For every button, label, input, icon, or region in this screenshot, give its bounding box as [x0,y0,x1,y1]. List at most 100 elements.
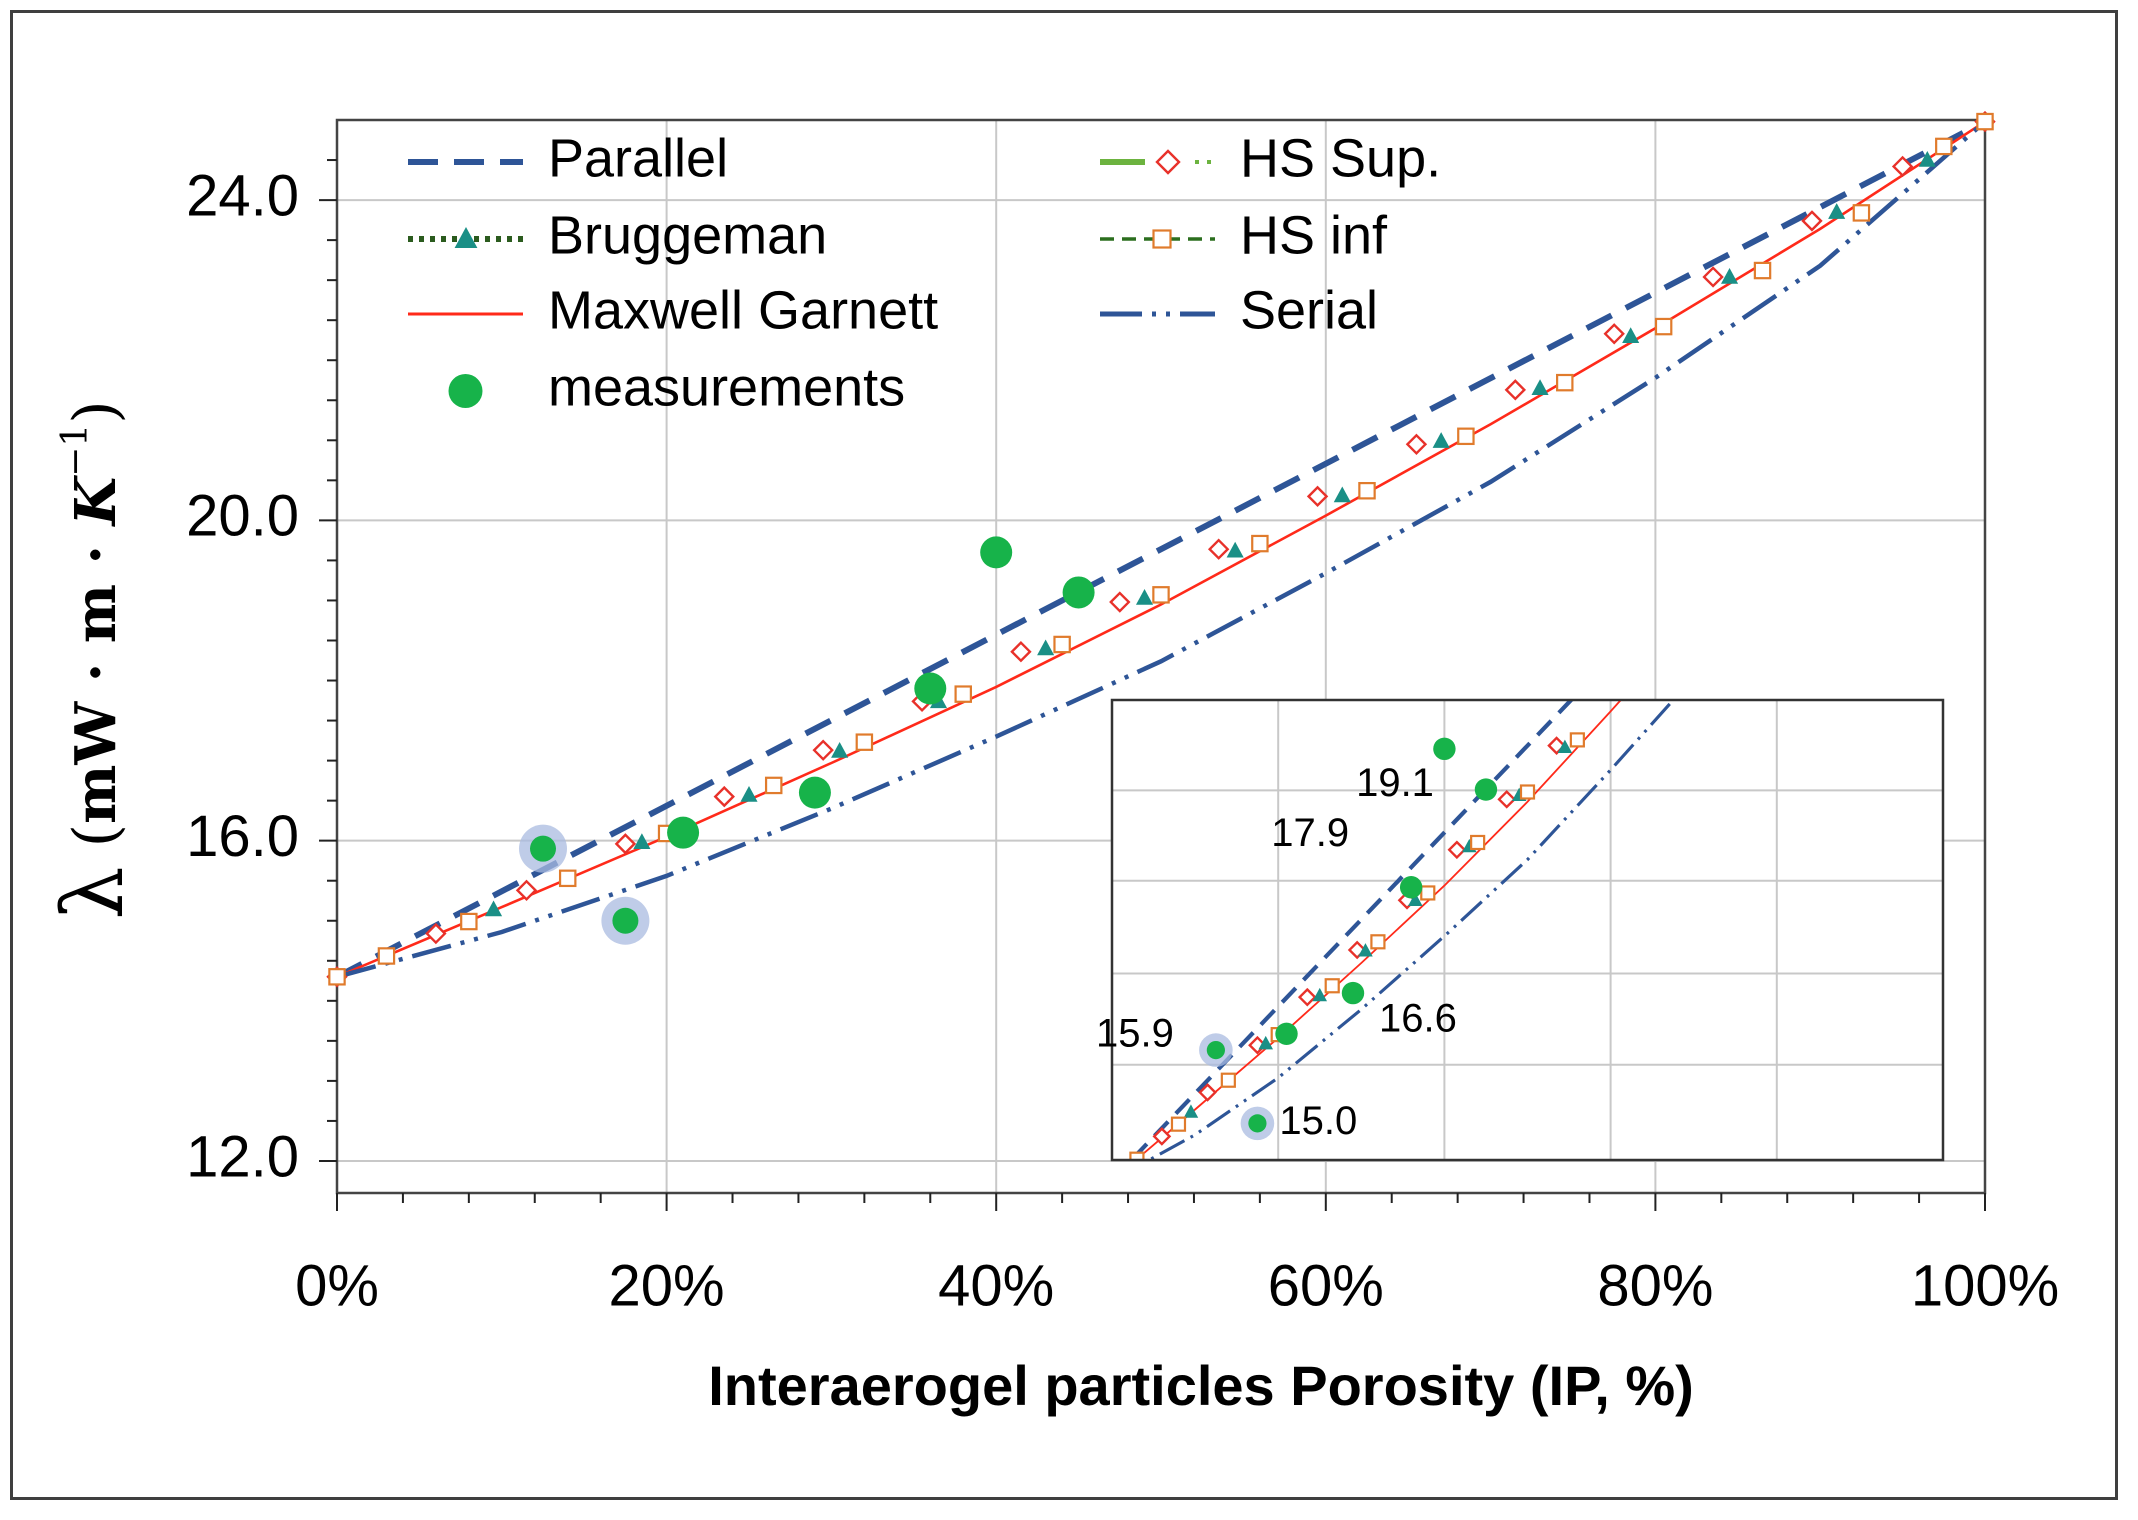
legend: Parallel HS Sup. Bruggeman HS inf Maxwell Ga… [408,128,1441,417]
bruggeman-marker [1557,739,1573,753]
hs-sup-marker [1306,485,1329,508]
maxwell-garnett-line [336,120,1986,978]
hs-inf-marker [1358,481,1376,500]
legend-label: Bruggeman [548,205,827,265]
hs-sup-marker [614,833,637,855]
hs-sup-marker [425,922,447,945]
hs-sup-marker [1010,640,1032,663]
measurement-point [1275,1022,1298,1046]
inset-value-label: 16.6 [1379,997,1457,1041]
y-axis-title: λ (mW · m · K−1) [44,400,142,919]
bruggeman-marker [1333,486,1351,503]
parallel-line [335,118,1987,980]
figure-frame [10,10,2118,1500]
bruggeman-marker [1258,1035,1274,1050]
hs-inf-marker [1370,934,1386,950]
plot-border [335,118,1987,1195]
hs-inf-marker [1753,261,1772,280]
bruggeman-marker [454,227,478,248]
measurement-point [914,672,947,705]
legend-label: HS Sup. [1240,128,1441,188]
hs-sup-marker [1297,987,1317,1007]
bruggeman-marker [1358,943,1373,957]
x-axis-title: Interaerogel particles Porosity (IP, %) [708,1354,1694,1417]
y-axis-title-part: ) [61,400,131,423]
legend-label: Parallel [548,128,728,188]
hs-inf-marker [1976,112,1994,131]
hs-sup-marker [713,785,735,808]
y-axis-title-part: K [63,475,129,528]
hs-inf-marker [1569,732,1585,748]
hs-sup-marker [1155,149,1181,175]
measurement-point [1399,876,1423,899]
hs-inf-marker [855,733,874,751]
x-tick-label: 80% [1597,1253,1713,1318]
hs-inf-marker [1152,586,1170,604]
measurement-point [980,536,1013,569]
hs-sup-marker [1109,591,1131,613]
hs-sup-marker [1152,1127,1172,1146]
legend-label: Serial [1240,280,1378,340]
bruggeman-marker [1037,639,1055,656]
inset-series [1128,700,1676,1160]
hs-inf-marker [1556,373,1574,392]
y-tick-label: 12.0 [186,1124,299,1189]
bruggeman-marker [1531,379,1549,395]
measurement-point [1341,981,1365,1005]
measurement-point [530,835,556,862]
hs-inf-marker [1457,427,1475,446]
measurement-point [798,776,831,809]
hs-sup-marker [1447,840,1467,860]
hs-sup-marker [515,879,538,902]
bruggeman-marker [831,741,849,758]
y-axis-title-part: ( [61,824,131,866]
legend-label: Maxwell Garnett [548,280,938,340]
legend-label: HS inf [1240,205,1388,265]
hs-sup-marker [1347,940,1367,960]
measurement-point [1248,1114,1267,1133]
hs-sup-marker [1207,538,1230,560]
x-tick-label: 60% [1268,1253,1384,1318]
inset-value-label: 17.9 [1271,811,1349,855]
hs-sup-marker [1497,789,1517,809]
hs-inf-marker [1324,978,1340,994]
hs-inf-marker [377,947,396,965]
x-tick-label: 20% [609,1253,725,1318]
bruggeman-marker [1226,541,1244,558]
hs-sup-marker [1405,433,1428,455]
bruggeman-marker [1828,203,1846,219]
y-axis-title-part: λ [44,866,142,919]
y-tick-label: 20.0 [186,484,299,549]
x-tick-label: 0% [295,1253,379,1318]
hs-inf-marker [1170,1116,1187,1132]
hs-inf-marker [1852,204,1871,222]
bruggeman-marker [1918,151,1936,167]
maxwell-garnett-line [1134,700,1623,1160]
inset-border [1110,698,1945,1162]
bruggeman-marker [1622,327,1640,343]
bruggeman-marker [1135,589,1154,605]
hs-sup-marker [1603,323,1625,345]
hs-inf-marker [1519,784,1536,800]
bruggeman-marker [1721,267,1739,284]
bruggeman-marker [633,833,651,850]
x-tick-label: 40% [938,1253,1054,1318]
measurement-point [1206,1040,1225,1060]
measurement-point [667,816,700,849]
inset-value-label: 15.9 [1096,1012,1174,1056]
hs-inf-marker [1935,137,1953,156]
hs-inf-marker [1220,1072,1236,1088]
bruggeman-marker [740,786,758,802]
measurement-point [1433,737,1456,761]
y-axis-title-text: λ (mW · m · K−1) [44,400,142,919]
measurement-point [1474,778,1498,801]
bruggeman-marker [1183,1104,1199,1118]
measurement-point [612,907,639,934]
y-axis-title-part: −1 [55,424,96,477]
hs-inf-marker [328,968,346,986]
x-tick-label: 100% [1911,1253,2059,1318]
hs-inf-marker [764,776,783,795]
hs-inf-marker [1470,834,1486,851]
hs-inf-marker [558,869,577,888]
hs-sup-marker [1801,210,1823,232]
